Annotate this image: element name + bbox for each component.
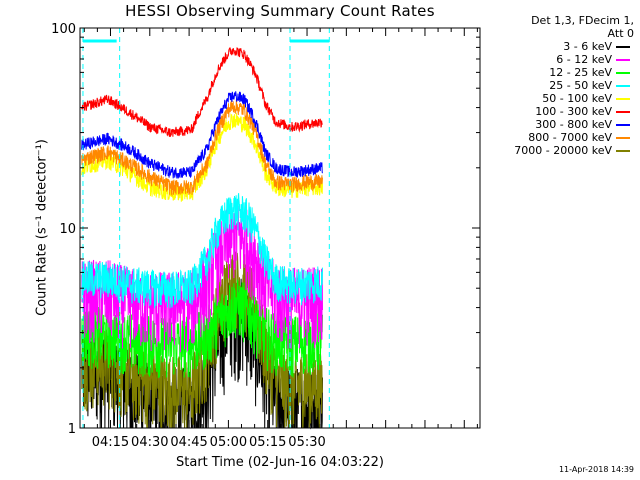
legend-header-line-1: Det 1,3, FDecim 1, — [531, 14, 634, 27]
x-tick-label: 05:15 — [249, 435, 286, 450]
legend-item: 3 - 6 keV — [484, 40, 634, 53]
legend-item: 25 - 50 keV — [484, 79, 634, 92]
x-tick-label: 05:00 — [210, 435, 247, 450]
x-tick-label: 04:30 — [131, 435, 168, 450]
legend-item: 12 - 25 keV — [484, 66, 634, 79]
legend-swatch — [616, 46, 630, 48]
y-tick-label: 10 — [59, 222, 76, 237]
legend-item: 7000 - 20000 keV — [484, 144, 634, 157]
x-tick-label: 04:45 — [170, 435, 207, 450]
x-tick-label: 05:30 — [288, 435, 325, 450]
y-tick-label: 1 — [68, 422, 76, 437]
legend-item: 300 - 800 keV — [484, 118, 634, 131]
chart-title: HESSI Observing Summary Count Rates — [125, 2, 435, 20]
x-tick-label: 04:15 — [92, 435, 129, 450]
axes: 1 10 100 04:15 04:30 04:45 05:00 05:15 05:30 — [51, 22, 481, 450]
legend-item: 100 - 300 keV — [484, 105, 634, 118]
legend-swatch — [616, 150, 630, 152]
legend-item: 800 - 7000 keV — [484, 131, 634, 144]
legend-label: 6 - 12 keV — [556, 53, 612, 66]
y-axis-label: Count Rate (s⁻¹ detector⁻¹) — [34, 139, 50, 316]
legend-swatch — [616, 72, 630, 74]
plot-area — [81, 28, 330, 430]
legend-item: 6 - 12 keV — [484, 53, 634, 66]
timestamp: 11-Apr-2018 14:39 — [558, 465, 634, 474]
series-line — [81, 279, 323, 379]
legend-swatch — [616, 59, 630, 61]
series-line — [81, 99, 323, 197]
legend-swatch — [616, 137, 630, 139]
legend-label: 7000 - 20000 keV — [514, 144, 612, 157]
legend: Det 1,3, FDecim 1, Att 0 3 - 6 keV 6 - 12… — [484, 14, 634, 157]
x-axis-label: Start Time (02-Jun-16 04:03:22) — [176, 455, 384, 470]
legend-swatch — [616, 85, 630, 87]
legend-label: 800 - 7000 keV — [528, 131, 612, 144]
series-line — [81, 91, 323, 179]
legend-label: 300 - 800 keV — [535, 118, 612, 131]
legend-swatch — [616, 111, 630, 113]
legend-header-line-2: Att 0 — [607, 27, 634, 40]
y-tick-label: 100 — [51, 22, 76, 37]
series-line — [81, 202, 323, 353]
legend-label: 3 - 6 keV — [563, 40, 612, 53]
legend-label: 50 - 100 keV — [542, 92, 612, 105]
series-line — [81, 47, 323, 137]
legend-swatch — [616, 98, 630, 100]
legend-label: 25 - 50 keV — [549, 79, 612, 92]
legend-item: 50 - 100 keV — [484, 92, 634, 105]
legend-label: 12 - 25 keV — [549, 66, 612, 79]
series-line — [81, 193, 323, 309]
legend-swatch — [616, 124, 630, 126]
legend-label: 100 - 300 keV — [535, 105, 612, 118]
